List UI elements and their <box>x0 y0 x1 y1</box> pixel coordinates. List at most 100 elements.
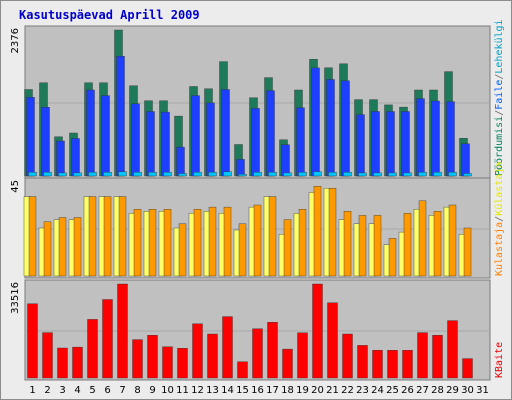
bar-faile-14 <box>221 89 230 177</box>
bar-kbaite-28 <box>432 335 443 379</box>
x-tick-label-13: 13 <box>206 385 219 396</box>
bar-faile-23 <box>356 114 365 177</box>
legend-entry: Külastaja <box>494 162 505 216</box>
bar-kulastaja-22 <box>343 210 352 277</box>
bar-kbaite-1 <box>27 303 38 379</box>
legend-entry: / <box>494 216 505 222</box>
x-tick-label-3: 3 <box>59 385 65 396</box>
bar-kulastaja-27 <box>418 200 427 277</box>
bar-kbaite-6 <box>102 299 113 379</box>
bar-kbaite-23 <box>357 345 368 379</box>
x-tick-label-25: 25 <box>386 385 399 396</box>
bar-kbaite-11 <box>177 348 188 379</box>
bar-faile-3 <box>56 140 65 177</box>
bar-lehek-lgi-30 <box>463 173 472 177</box>
x-tick-label-6: 6 <box>104 385 110 396</box>
bar-lehek-lgi-9 <box>148 172 157 177</box>
bar-faile-18 <box>281 144 290 177</box>
bar-lehek-lgi-7 <box>118 171 127 177</box>
legend-entry: Lehekülgi <box>494 19 505 73</box>
bar-lehek-lgi-4 <box>73 172 82 177</box>
bar-kulastaja-5 <box>88 196 97 277</box>
x-tick-label-30: 30 <box>461 385 474 396</box>
bar-faile-15 <box>236 159 245 177</box>
bar-lehek-lgi-12 <box>193 172 202 177</box>
bar-kbaite-3 <box>57 347 68 379</box>
legend-entry: Pöördumisi <box>494 116 505 176</box>
series-faile <box>26 56 470 177</box>
bar-faile-20 <box>311 67 320 177</box>
x-tick-label-19: 19 <box>296 385 309 396</box>
bar-lehek-lgi-26 <box>403 172 412 177</box>
bar-kbaite-14 <box>222 316 233 379</box>
bar-faile-17 <box>266 90 275 177</box>
y-tick-label: 45 <box>10 180 21 193</box>
y-tick-label: 33516 <box>10 282 21 314</box>
bar-lehek-lgi-5 <box>88 172 97 177</box>
bar-kulastaja-9 <box>148 208 157 277</box>
bar-kulastaja-20 <box>313 185 322 277</box>
legend-entry: Faile <box>494 80 505 110</box>
bar-kulastaja-8 <box>133 208 142 277</box>
bar-lehek-lgi-27 <box>418 172 427 177</box>
bar-kulastaja-14 <box>223 206 232 277</box>
x-tick-label-11: 11 <box>176 385 189 396</box>
series-kbaite <box>27 283 473 379</box>
x-tick-label-21: 21 <box>326 385 339 396</box>
bar-lehek-lgi-21 <box>328 172 337 177</box>
bar-kulastaja-13 <box>208 206 217 277</box>
series-lehek-lgi <box>28 171 472 177</box>
bar-faile-29 <box>446 101 455 177</box>
legend-text: Kulastaja/Külastaja <box>494 162 505 276</box>
bar-kulastaja-2 <box>43 221 52 277</box>
bar-kulastaja-18 <box>283 219 292 277</box>
bar-kbaite-30 <box>462 358 473 379</box>
bar-kulastaja-30 <box>463 227 472 277</box>
bar-lehek-lgi-13 <box>208 172 217 177</box>
bar-faile-11 <box>176 146 185 177</box>
bar-kulastaja-3 <box>58 217 67 277</box>
x-tick-label-18: 18 <box>281 385 294 396</box>
x-tick-label-7: 7 <box>119 385 125 396</box>
bar-kulastaja-15 <box>238 223 247 277</box>
bar-lehek-lgi-29 <box>448 172 457 177</box>
x-tick-label-8: 8 <box>134 385 140 396</box>
bar-faile-30 <box>461 143 470 177</box>
bar-faile-24 <box>371 111 380 177</box>
x-tick-label-31: 31 <box>476 385 489 396</box>
x-tick-label-10: 10 <box>161 385 174 396</box>
panel-2: 45 Kulastaja/Külastaja <box>10 162 505 279</box>
x-tick-label-16: 16 <box>251 385 264 396</box>
bar-kulastaja-17 <box>268 196 277 277</box>
x-tick-label-5: 5 <box>89 385 95 396</box>
bar-faile-13 <box>206 102 215 177</box>
bar-lehek-lgi-3 <box>58 172 67 177</box>
bar-faile-5 <box>86 89 95 177</box>
bar-faile-7 <box>116 56 125 177</box>
bar-faile-16 <box>251 108 260 177</box>
bar-kbaite-26 <box>402 350 413 379</box>
bar-kbaite-22 <box>342 333 353 379</box>
bar-kbaite-17 <box>267 322 278 379</box>
bar-kbaite-16 <box>252 328 263 379</box>
x-tick-label-29: 29 <box>446 385 459 396</box>
bar-lehek-lgi-28 <box>433 172 442 177</box>
x-tick-label-26: 26 <box>401 385 414 396</box>
x-tick-label-4: 4 <box>74 385 80 396</box>
bar-kulastaja-25 <box>388 238 397 277</box>
x-tick-label-27: 27 <box>416 385 429 396</box>
bar-kbaite-29 <box>447 320 458 379</box>
bar-kulastaja-23 <box>358 215 367 277</box>
bar-lehek-lgi-20 <box>313 171 322 177</box>
x-tick-label-12: 12 <box>191 385 204 396</box>
bar-lehek-lgi-10 <box>163 172 172 177</box>
bar-kbaite-15 <box>237 361 248 379</box>
bar-kulastaja-26 <box>403 213 412 277</box>
bar-faile-6 <box>101 95 110 177</box>
bar-kbaite-10 <box>162 346 173 379</box>
bar-kbaite-25 <box>387 350 398 379</box>
y-tick-label: 2376 <box>10 28 21 53</box>
x-axis-labels: 1 2 3 4 5 6 7 8 9 10 11 12 13 14 15 16 17 18 19 20 21 22 23 24 2… <box>29 385 489 396</box>
bar-lehek-lgi-19 <box>298 172 307 177</box>
